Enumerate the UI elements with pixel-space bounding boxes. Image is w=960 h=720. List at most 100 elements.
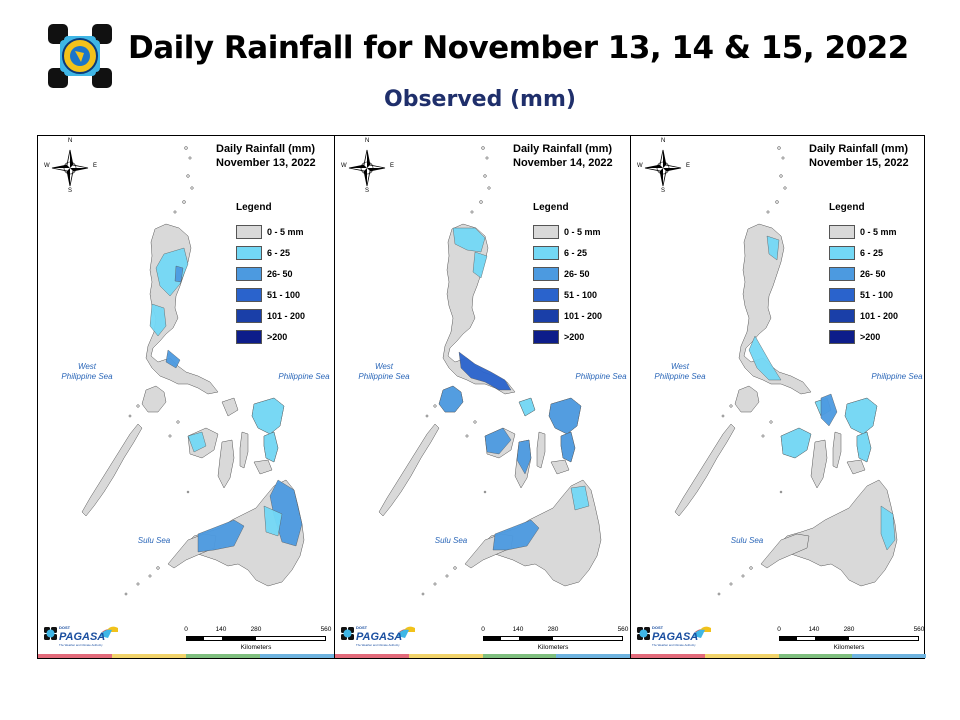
palawan-island [81, 423, 143, 517]
legend-swatch [829, 308, 855, 323]
palawan-island [378, 423, 440, 517]
rain-area-1 [155, 247, 189, 297]
page-subtitle: Observed (mm) [384, 87, 576, 112]
legend-swatch [829, 287, 855, 302]
negros-island [810, 439, 828, 489]
mindanao-region [482, 479, 602, 587]
sulu-sea-label: Sulu Sea [730, 536, 764, 545]
west-philippine-sea-label: West Philippine Sea [651, 362, 709, 382]
palawan-island [674, 423, 736, 517]
legend-item: >200 [533, 326, 602, 347]
compass-w: W [44, 163, 50, 169]
legend-item: 0 - 5 mm [829, 221, 898, 242]
map-panel-nov-13: N S W E Daily Rainfall (mm) November 13,… [38, 136, 334, 658]
pagasa-logo-wordmark: PAGASA [356, 631, 402, 643]
color-strip-segment [482, 654, 557, 658]
legend-swatch [829, 224, 855, 239]
philippines-map [81, 146, 305, 596]
legend-label: >200 [267, 331, 288, 342]
color-strip-segment [186, 654, 260, 658]
compass-e: E [390, 163, 395, 169]
luzon-region [738, 223, 812, 395]
west-sea-line2: Philippine Sea [358, 372, 410, 381]
color-strip-segment [112, 654, 186, 658]
west-sea-line2: Philippine Sea [61, 372, 113, 381]
rain-area-5 [251, 397, 285, 435]
scale-unit: Kilometers [240, 644, 272, 651]
pagasa-logo-tagline: The Weather and Climate Authority [59, 643, 103, 647]
scale-tick-label: 140 [215, 626, 227, 633]
rain-area-3 [174, 265, 184, 283]
scale-bar: 0 140 280 560 Kilometers [481, 626, 628, 651]
map-title: Daily Rainfall (mm) November 13, 2022 [216, 142, 316, 170]
legend-item: 101 - 200 [829, 305, 898, 326]
masbate-island [221, 397, 239, 417]
rain-area-2 [748, 335, 782, 381]
philippine-sea-label: Philippine Sea [871, 372, 923, 381]
legend-item: 101 - 200 [533, 305, 602, 326]
color-strip-segment [408, 654, 483, 658]
legend-label: 26- 50 [860, 268, 886, 279]
legend-label: 26- 50 [267, 268, 293, 279]
legend-label: 6 - 25 [860, 247, 884, 258]
rain-area-4 [165, 349, 181, 369]
sulu-sea-label: Sulu Sea [434, 536, 468, 545]
scale-tick-label: 0 [777, 626, 781, 633]
pagasa-logo-wordmark: PAGASA [652, 631, 698, 643]
rain-area-6 [780, 427, 812, 459]
compass-n: N [365, 138, 370, 144]
mindoro-island [734, 385, 760, 413]
legend-label: 51 - 100 [564, 289, 598, 300]
legend: Legend 0 - 5 mm 6 - 25 26- 50 51 - 100 101 -… [829, 202, 898, 347]
pagasa-logo-wordmark: PAGASA [59, 631, 105, 643]
color-strip [335, 654, 630, 658]
pagasa-logo-tagline: The Weather and Climate Authority [652, 643, 696, 647]
legend-label: 0 - 5 mm [564, 226, 601, 237]
west-philippine-sea-label: West Philippine Sea [58, 362, 116, 382]
legend-swatch [236, 245, 262, 260]
legend-swatch [533, 245, 559, 260]
rain-area-7 [856, 431, 872, 463]
bohol-island [253, 459, 273, 475]
compass-n: N [661, 138, 666, 144]
legend-swatch [829, 245, 855, 260]
legend-label: 51 - 100 [860, 289, 894, 300]
scale-tick-label: 280 [547, 626, 559, 633]
rain-area-3 [458, 351, 512, 391]
scale-tick-label: 280 [843, 626, 855, 633]
map-title-line1: Daily Rainfall (mm) [513, 143, 613, 155]
rain-area-2 [472, 251, 488, 279]
legend-label: 51 - 100 [267, 289, 301, 300]
rain-area-2 [149, 303, 167, 337]
north-arrow-icon [348, 149, 386, 187]
legend-swatch [533, 224, 559, 239]
page-title: Daily Rainfall for November 13, 14 & 15,… [128, 30, 909, 66]
legend-item: 6 - 25 [829, 242, 898, 263]
pagasa-logo-icon: DOST PAGASA The Weather and Climate Auth… [341, 625, 415, 647]
legend-label: 0 - 5 mm [860, 226, 897, 237]
legend-item: 26- 50 [829, 263, 898, 284]
map-panel-nov-15: N S W E Daily Rainfall (mm) November 15,… [630, 136, 926, 658]
rain-area-5 [844, 397, 878, 435]
rain-area-9 [197, 519, 245, 553]
color-strip [38, 654, 334, 658]
rain-area-1 [766, 235, 780, 261]
map-title-line1: Daily Rainfall (mm) [216, 143, 316, 155]
scale-ticks: 0 140 280 560 [481, 626, 628, 636]
map-title: Daily Rainfall (mm) November 14, 2022 [513, 142, 613, 170]
compass-s: S [661, 188, 666, 194]
scale-tick-label: 0 [184, 626, 188, 633]
legend-item: >200 [236, 326, 305, 347]
legend-title: Legend [236, 202, 272, 213]
map-title: Daily Rainfall (mm) November 15, 2022 [809, 142, 909, 170]
legend-swatch [533, 266, 559, 281]
color-strip-segment [778, 654, 853, 658]
map-title-line1: Daily Rainfall (mm) [809, 143, 909, 155]
west-sea-line2: Philippine Sea [654, 372, 706, 381]
scale-ticks: 0 140 280 560 [184, 626, 331, 636]
legend: Legend 0 - 5 mm 6 - 25 26- 50 51 - 100 101 -… [533, 202, 602, 347]
scale-tick-label: 560 [913, 626, 925, 633]
map-panel-nov-14: N S W E Daily Rainfall (mm) November 14,… [334, 136, 630, 658]
north-arrow-icon [51, 149, 89, 187]
rain-area-6 [560, 431, 576, 463]
